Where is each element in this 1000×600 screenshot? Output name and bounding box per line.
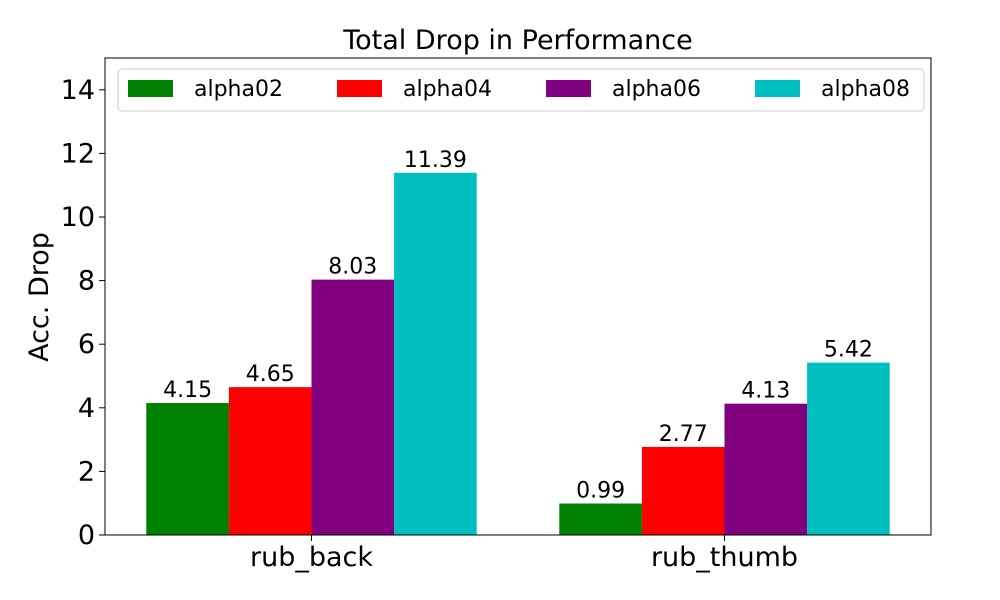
y-tick-label: 2 xyxy=(78,456,95,487)
x-tick-label: rub_back xyxy=(250,542,373,573)
legend-swatch-alpha06 xyxy=(546,80,591,97)
plot-frame xyxy=(104,57,932,536)
bar-alpha08-rub_thumb xyxy=(807,362,890,535)
data-label: 11.39 xyxy=(404,148,467,173)
y-tick-label: 8 xyxy=(78,266,95,297)
y-axis-label: Acc. Drop xyxy=(24,232,55,362)
bar-alpha04-rub_thumb xyxy=(641,446,725,535)
legend-label: alpha02 xyxy=(194,77,283,102)
data-label: 8.03 xyxy=(328,255,377,280)
bar-alpha04-rub_back xyxy=(228,387,312,535)
legend-label: alpha08 xyxy=(821,77,910,102)
bar-alpha02-rub_thumb xyxy=(559,503,642,535)
x-tick-label: rub_thumb xyxy=(651,542,798,573)
legend-swatch-alpha04 xyxy=(337,80,382,97)
legend-swatch-alpha08 xyxy=(755,80,800,97)
bar-alpha06-rub_back xyxy=(311,279,395,535)
y-tick-label: 10 xyxy=(61,202,95,233)
axis-ticks: 0 2 4 6 8 10 12 14 rub_back rub_thumb xyxy=(61,75,798,573)
data-label: 5.42 xyxy=(824,338,873,363)
y-tick-label: 4 xyxy=(78,393,95,424)
legend-box xyxy=(117,68,925,112)
data-label: 4.13 xyxy=(741,379,790,404)
bar-alpha08-rub_back xyxy=(394,172,477,535)
y-tick-label: 6 xyxy=(78,329,95,360)
legend-label: alpha04 xyxy=(403,77,492,102)
data-label: 2.77 xyxy=(659,422,708,447)
y-tick-label: 0 xyxy=(78,520,95,551)
data-label: 0.99 xyxy=(576,479,625,504)
data-label: 4.15 xyxy=(163,378,212,403)
y-tick-label: 12 xyxy=(61,138,95,169)
chart-title: Total Drop in Performance xyxy=(342,25,692,56)
bar-alpha06-rub_thumb xyxy=(724,403,808,535)
legend: alpha02 alpha04 alpha06 alpha08 xyxy=(117,68,925,112)
data-label: 4.65 xyxy=(246,362,295,387)
legend-label: alpha06 xyxy=(612,77,701,102)
y-tick-label: 14 xyxy=(61,75,95,106)
bars-group: 4.15 0.99 4.65 2.77 8.03 4.13 11.39 5.42 xyxy=(146,148,890,535)
legend-swatch-alpha02 xyxy=(128,80,173,97)
bar-alpha02-rub_back xyxy=(146,403,229,535)
